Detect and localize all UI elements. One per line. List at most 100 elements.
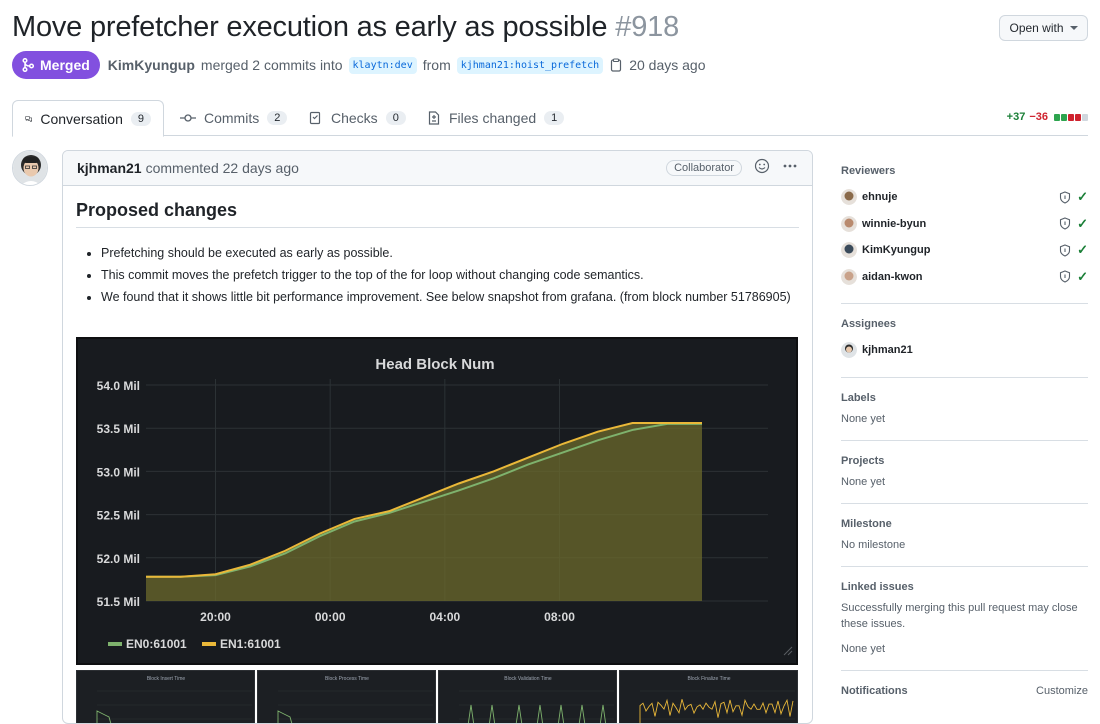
linked-issues-section: Linked issues Successfully merging this … — [841, 567, 1088, 671]
tab-checks-label: Checks — [331, 110, 378, 126]
avatar — [841, 268, 857, 285]
check-icon: ✓ — [1077, 189, 1088, 205]
tab-conversation-label: Conversation — [40, 110, 123, 127]
avatar — [841, 189, 857, 206]
merge-time: 20 days ago — [629, 57, 706, 73]
check-icon: ✓ — [1077, 242, 1088, 258]
avatar — [841, 242, 857, 259]
tab-commits-count: 2 — [267, 111, 288, 125]
grafana-screenshot: Head Block Num 51.5 Mil 52.0 Mil 52.5 Mil 53… — [76, 337, 798, 665]
reviewer-name: winnie-byun — [862, 217, 927, 230]
check-icon: ✓ — [1077, 215, 1088, 231]
assignee-item[interactable]: kjhman21 — [841, 337, 1088, 364]
linked-issues-desc: Successfully merging this pull request m… — [841, 601, 1078, 630]
reviewer-item[interactable]: aidan-kwon ✓ — [841, 264, 1088, 291]
pr-tabs: Conversation 9 Commits 2 Checks 0 Files … — [12, 100, 1088, 137]
x-tick-label: 08:00 — [544, 610, 575, 624]
from-text: from — [422, 57, 451, 73]
tab-conversation-count: 9 — [130, 111, 151, 126]
mini-panel-title: Block Insert Time — [147, 676, 186, 682]
diffstat: +37 −36 — [1007, 111, 1088, 123]
labels-heading[interactable]: Labels — [841, 391, 876, 404]
comment-action[interactable]: commented 22 days ago — [145, 160, 299, 176]
series-line — [146, 422, 702, 578]
mini-panel: Block Process Time — [257, 670, 436, 723]
role-badge: Collaborator — [666, 160, 742, 176]
copy-icon[interactable] — [609, 58, 623, 72]
mini-panel-title: Block Validation Time — [504, 676, 552, 682]
shield-icon[interactable] — [1059, 270, 1071, 283]
projects-section: Projects None yet — [841, 441, 1088, 504]
tab-files-count: 1 — [544, 111, 565, 125]
head-block-chart: Head Block Num 51.5 Mil 52.0 Mil 52.5 Mil 53… — [97, 356, 793, 656]
mini-panel: Block Finalize Time — [619, 670, 798, 723]
comment-author[interactable]: kjhman21 — [77, 160, 142, 176]
merger-link[interactable]: KimKyungup — [107, 57, 195, 73]
change-list: Prefetching should be executed as early … — [76, 244, 799, 306]
assignees-heading[interactable]: Assignees — [841, 318, 897, 330]
avatar[interactable] — [12, 150, 48, 186]
labels-section: Labels None yet — [841, 378, 1088, 441]
projects-value: None yet — [841, 475, 886, 488]
git-commit-icon — [180, 114, 196, 122]
mini-panel-title: Block Finalize Time — [687, 676, 730, 682]
reviewers-section: Reviewers ehnuje ✓ winnie-byun ✓ KimKyungup ✓… — [841, 150, 1088, 304]
pr-meta: Merged KimKyungup merged 2 commits into … — [12, 51, 706, 79]
tab-files-changed[interactable]: Files changed 1 — [415, 100, 576, 136]
smiley-icon[interactable] — [754, 158, 770, 178]
pr-sidebar: Reviewers ehnuje ✓ winnie-byun ✓ KimKyungup ✓… — [841, 150, 1088, 717]
open-with-button[interactable]: Open with — [999, 15, 1088, 41]
mini-panel: Block Validation Time — [438, 670, 617, 723]
reviewer-list: ehnuje ✓ winnie-byun ✓ KimKyungup ✓ aidan-kwon… — [841, 184, 1088, 290]
reviewer-item[interactable]: ehnuje ✓ — [841, 184, 1088, 211]
reviewer-item[interactable]: winnie-byun ✓ — [841, 211, 1088, 238]
area-fill — [146, 423, 702, 601]
base-branch[interactable]: klaytn:dev — [348, 56, 417, 74]
reviewers-heading[interactable]: Reviewers — [841, 165, 896, 177]
shield-icon[interactable] — [1059, 217, 1071, 230]
milestone-heading[interactable]: Milestone — [841, 517, 892, 530]
diffstat-block — [1068, 113, 1074, 121]
list-item: This commit moves the prefetch trigger t… — [101, 266, 799, 284]
chevron-down-icon — [1069, 26, 1078, 30]
mini-series-line — [277, 710, 293, 723]
reviewer-name: ehnuje — [862, 191, 898, 204]
projects-heading[interactable]: Projects — [841, 454, 885, 467]
kebab-horizontal-icon[interactable] — [782, 158, 798, 178]
x-tick-label: 04:00 — [429, 610, 460, 624]
tab-checks-count: 0 — [385, 111, 406, 125]
pr-title: Move prefetcher execution as early as po… — [12, 8, 1088, 46]
tab-checks[interactable]: Checks 0 — [297, 100, 418, 136]
diff-removed: −36 — [1029, 111, 1048, 123]
tab-files-label: Files changed — [449, 110, 537, 126]
legend-label: EN0:61001 — [126, 637, 187, 651]
linked-issues-heading[interactable]: Linked issues — [841, 580, 914, 593]
y-tick-label: 52.0 Mil — [97, 552, 140, 566]
shield-icon[interactable] — [1059, 244, 1071, 257]
y-tick-label: 53.5 Mil — [97, 422, 140, 436]
series-line — [146, 422, 702, 578]
head-branch[interactable]: kjhman21:hoist_prefetch — [456, 56, 604, 74]
file-diff-icon — [428, 111, 440, 125]
avatar — [841, 215, 857, 232]
mini-series-line — [639, 698, 794, 723]
merged-label: Merged — [40, 57, 90, 73]
y-tick-label: 52.5 Mil — [97, 509, 140, 523]
list-item: We found that it shows little bit perfor… — [101, 288, 799, 306]
shield-icon[interactable] — [1059, 191, 1071, 204]
diffstat-block — [1061, 113, 1067, 121]
merged-text: merged 2 commits into — [200, 57, 343, 73]
resize-handle-icon — [783, 646, 793, 656]
diffstat-block — [1075, 113, 1081, 121]
customize-link[interactable]: Customize — [1036, 684, 1088, 697]
grafana-mini-panels: Block Insert Time Block Process Time Blo… — [76, 670, 798, 723]
check-icon: ✓ — [1077, 268, 1088, 284]
comment-card: kjhman21 commented 22 days ago Collabora… — [62, 150, 813, 724]
comment-discussion-icon — [25, 115, 32, 122]
tab-commits-label: Commits — [204, 110, 260, 126]
mini-panel: Block Insert Time — [76, 670, 255, 723]
tab-conversation[interactable]: Conversation 9 — [12, 100, 164, 137]
reviewer-item[interactable]: KimKyungup ✓ — [841, 237, 1088, 264]
assignees-section: Assignees kjhman21 — [841, 304, 1088, 378]
tab-commits[interactable]: Commits 2 — [168, 100, 299, 136]
